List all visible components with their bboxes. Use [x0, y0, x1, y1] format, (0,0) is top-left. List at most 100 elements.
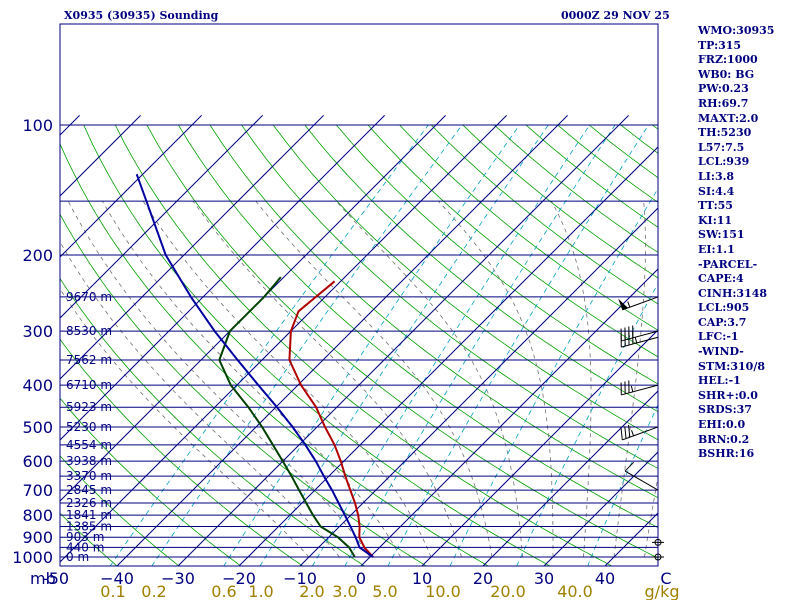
pressure-tick-label: 600 — [22, 452, 53, 471]
index-row: STM:310/8 — [698, 359, 765, 373]
isotherm — [60, 115, 141, 197]
mixing-ratio-line — [151, 124, 463, 566]
y-axis-label: mb — [30, 569, 56, 588]
index-row: SHR+:0.0 — [698, 388, 758, 402]
dry-adiabat — [178, 124, 658, 529]
isotherm — [60, 115, 202, 258]
wind-barb — [624, 461, 659, 491]
index-row: BSHR:16 — [698, 447, 755, 461]
index-row: SRDS:37 — [698, 403, 752, 417]
index-row: -PARCEL- — [698, 257, 758, 271]
wind-barb — [620, 380, 659, 396]
mixing-ratio-label: 2.0 — [299, 582, 324, 600]
pressure-tick-label: 800 — [22, 506, 53, 525]
moist-adiabat — [142, 200, 432, 558]
wind-barb — [620, 424, 659, 441]
temperature-tick-label: 40 — [595, 569, 615, 588]
wind-barb — [618, 296, 659, 311]
pressure-tick-label: 400 — [22, 376, 53, 395]
height-label: 8530 m — [66, 324, 112, 338]
moist-adiabat — [438, 200, 554, 557]
dry-adiabat — [60, 143, 489, 566]
mixing-ratio-lines — [109, 124, 658, 566]
dry-adiabat — [60, 397, 242, 566]
index-row: -WIND- — [698, 345, 744, 359]
mixing-ratio-label: 1.0 — [248, 582, 273, 600]
isotherm — [60, 115, 324, 380]
index-row: CINH:3148 — [698, 286, 768, 300]
height-label: 3370 m — [66, 469, 112, 483]
index-row: PW:0.23 — [698, 82, 749, 96]
dry-adiabat — [430, 124, 658, 305]
isotherm — [0, 115, 19, 566]
dry-adiabat — [83, 124, 551, 566]
dry-adiabat — [60, 338, 304, 566]
mixing-ratio-label: 3.0 — [332, 582, 357, 600]
index-row: HEL:-1 — [698, 374, 741, 388]
dry-adiabat — [272, 124, 658, 441]
isotherm — [60, 115, 385, 441]
index-row: KI:11 — [698, 213, 733, 227]
isotherm — [482, 390, 658, 566]
mixing-ratio-line — [387, 124, 649, 566]
dry-adiabat — [60, 213, 427, 566]
temperature-tick-label: 20 — [473, 569, 493, 588]
mixing-ratio-label: 40.0 — [557, 582, 593, 600]
stability-indices: WMO:30935 TP:315 FRZ:1000 WB0: BG PW:0.23 RH:… — [698, 24, 774, 462]
index-row: SI:4.4 — [698, 184, 735, 198]
moist-adiabat — [60, 288, 310, 558]
temperature-axis: -50 −40 −30 −20 −10 0 10 20 30 40 C — [43, 569, 672, 588]
moist-adiabat — [255, 200, 493, 558]
index-row: LCL:939 — [698, 155, 750, 169]
isobars — [60, 124, 658, 558]
index-row: EHI:0.0 — [698, 418, 746, 432]
mixing-ratio-axis: 0.1 0.2 0.6 1.0 2.0 3.0 5.0 10.0 20.0 40.0 g/kg — [100, 582, 679, 600]
dry-adiabat — [367, 124, 658, 358]
height-label: 1385 m — [66, 520, 112, 534]
index-row: LCL:905 — [698, 301, 750, 315]
station-title: X0935 (30935) Sounding — [64, 9, 219, 22]
index-row: TH:5230 — [698, 126, 752, 140]
index-row: BRN:0.2 — [698, 432, 750, 446]
mixing-ratio-label: 10.0 — [425, 582, 461, 600]
moist-adiabat — [101, 200, 401, 558]
isotherm — [238, 146, 658, 566]
dry-adiabats — [60, 124, 658, 566]
index-row: FRZ:1000 — [698, 53, 758, 67]
height-label: 5230 m — [66, 420, 112, 434]
temperature-tick-label: -50 — [43, 569, 69, 588]
mixing-ratio-label: 5.0 — [372, 582, 397, 600]
index-row: EI:1.1 — [698, 242, 735, 256]
temperature-tick-label: −10 — [283, 569, 317, 588]
mixing-ratio-line — [109, 124, 429, 566]
isotherm — [116, 115, 568, 566]
height-label: 6710 m — [66, 378, 112, 392]
wind-barb — [652, 538, 664, 546]
height-label: 1841 m — [66, 508, 112, 522]
height-label: 440 m — [66, 540, 104, 554]
dry-adiabat — [304, 124, 658, 413]
dry-adiabat — [60, 277, 366, 566]
isotherm — [60, 115, 263, 319]
index-row: WMO:30935 — [698, 24, 775, 37]
index-row: SW:151 — [698, 228, 745, 242]
parcel-profile — [135, 173, 374, 558]
mixing-ratio-label: g/kg — [645, 582, 680, 600]
dry-adiabat — [60, 455, 180, 566]
index-row: CAPE:4 — [698, 272, 744, 286]
temperature-tick-label: −30 — [161, 569, 195, 588]
dry-adiabat — [114, 124, 613, 566]
moist-adiabat — [551, 200, 592, 558]
dry-adiabat — [399, 124, 658, 331]
dry-adiabat — [336, 124, 658, 385]
pressure-tick-label: 700 — [22, 481, 53, 500]
index-row: LFC:-1 — [698, 330, 739, 344]
height-label: 3938 m — [66, 454, 112, 468]
temperature-tick-label: 0 — [356, 569, 366, 588]
height-label: 5923 m — [66, 400, 112, 414]
index-row: MAXT:2.0 — [698, 111, 759, 125]
wind-barbs — [618, 296, 664, 561]
